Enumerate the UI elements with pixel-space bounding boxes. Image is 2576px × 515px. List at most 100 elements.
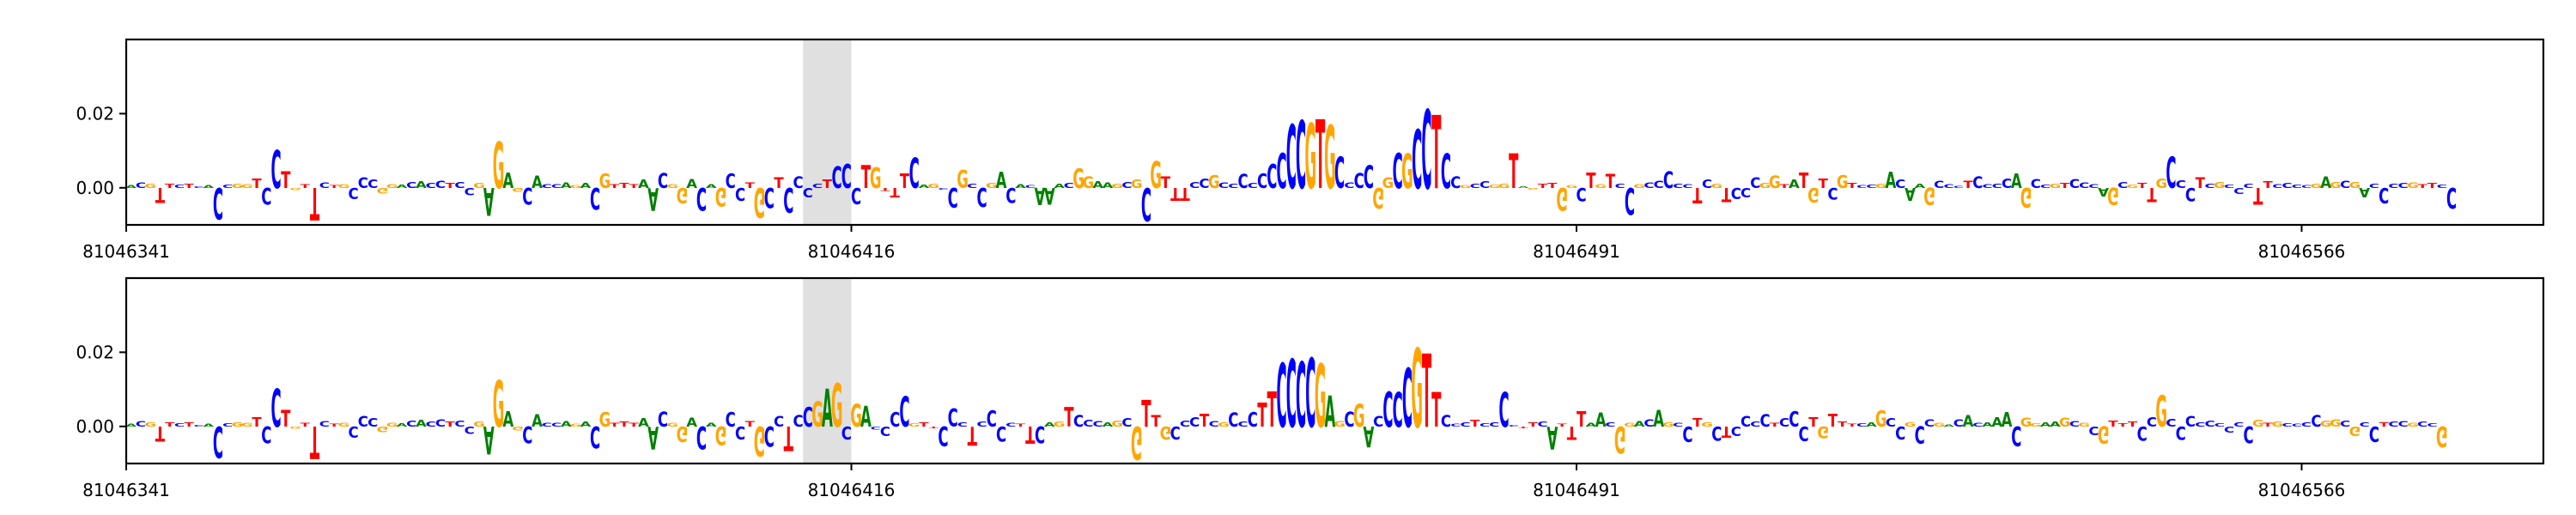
logo-letter: A [203, 423, 215, 427]
logo-letter: G [1054, 421, 1066, 428]
logo-letter: C [2069, 177, 2080, 191]
logo-letter: T [2418, 183, 2428, 190]
logo-letter: G [1334, 420, 1346, 428]
logo-letter: C [938, 420, 948, 451]
logo-letter: G [754, 416, 766, 464]
logo-letter: C [726, 408, 736, 432]
logo-letter: C [435, 418, 446, 429]
logo-letter: C [2215, 422, 2225, 427]
logo-letter: A [1789, 178, 1800, 191]
logo-letter: A [1546, 419, 1558, 456]
logo-letter: C [1286, 107, 1297, 209]
logo-letter: C [1779, 416, 1789, 430]
logo-letter: C [812, 183, 823, 190]
logo-letter: C [1702, 178, 1712, 191]
logo-letter: A [2011, 169, 2022, 193]
logo-letter: T [329, 423, 339, 427]
logo-letter: C [957, 421, 968, 428]
logo-letter: C [522, 182, 532, 209]
logo-letter: G [666, 421, 678, 427]
logo-letter: C [1577, 183, 1587, 204]
logo-letter: T [2118, 422, 2129, 427]
logo-letter: G [599, 169, 611, 193]
logo-letter: A [1518, 185, 1530, 188]
logo-letter: T [2379, 421, 2390, 428]
logo-letter: C [1237, 170, 1248, 192]
logo-letter: C [2166, 148, 2176, 198]
logo-letter: A [1905, 183, 1916, 203]
logo-letter: C [193, 424, 204, 427]
logo-letter: C [1750, 175, 1760, 191]
logo-letter: C [1953, 418, 1964, 429]
logo-letter: T [1577, 406, 1587, 431]
logo-letter: T [610, 421, 620, 427]
logo-letter: G [927, 183, 939, 190]
logo-letter: A [822, 379, 833, 439]
logo-letter: A [996, 168, 1007, 194]
logo-letter: C [1643, 418, 1654, 429]
logo-letter: C [2398, 420, 2409, 428]
logo-letter: G [570, 423, 582, 427]
logo-letter: C [1972, 421, 1983, 428]
logo-letter: T [1170, 183, 1180, 203]
logo-letter: C [1605, 421, 1615, 428]
logo-letter: C [222, 184, 233, 189]
logo-letter: C [1625, 179, 1635, 221]
logo-letter: T [1431, 94, 1441, 212]
logo-letter: T [165, 421, 175, 428]
logo-letter: C [2340, 419, 2350, 428]
logo-letter: G [1150, 154, 1162, 197]
logo-letter: G [599, 408, 611, 432]
logo-letter: G [473, 421, 485, 428]
logo-letter: A [860, 402, 872, 434]
logo-letter: G [2407, 181, 2419, 190]
logo-letter: C [2379, 183, 2389, 208]
logo-letter: C [2176, 421, 2186, 443]
logo-letter: C [590, 180, 600, 214]
logo-letter: C [1789, 406, 1799, 431]
logo-letter: A [1585, 421, 1596, 428]
logo-letter: C [1643, 181, 1654, 190]
logo-letter: C [174, 184, 185, 189]
logo-letter: G [1401, 143, 1413, 199]
logo-letter: T [185, 421, 195, 428]
logo-letter: A [1963, 413, 1974, 431]
logo-letter: A [416, 419, 427, 429]
logo-letter: C [948, 404, 958, 433]
logo-letter: T [2253, 182, 2263, 209]
logo-letter: C [1354, 169, 1364, 193]
logo-letter: C [1257, 169, 1267, 193]
logo-letter: G [1875, 183, 1887, 190]
logo-letter: C [358, 175, 368, 191]
logo-letter: T [1025, 421, 1036, 448]
logo-letter: G [908, 422, 920, 427]
logo-letter: T [1606, 170, 1616, 192]
logo-letter: T [2137, 182, 2147, 190]
logo-letter: G [1701, 421, 1713, 428]
logo-letter: T [823, 178, 833, 191]
logo-letter: C [1276, 346, 1286, 448]
logo-letter: C [222, 422, 233, 427]
logo-letter: A [1866, 421, 1877, 428]
logo-letter: C [2427, 422, 2437, 427]
logo-letter: C [1005, 183, 1016, 207]
logo-letter: T [301, 421, 311, 427]
logo-letter: C [1827, 184, 1838, 202]
logo-letter: C [590, 419, 600, 452]
logo-letter: C [2185, 183, 2196, 204]
logo-letter: T [252, 415, 262, 430]
logo-letter: C [1180, 419, 1190, 428]
logo-letter: C [1915, 421, 1925, 447]
logo-letter: T [1161, 173, 1171, 192]
logo-letter: C [2069, 420, 2080, 428]
logo-letter: T [1431, 382, 1441, 438]
logo-letter: C [2079, 181, 2089, 190]
logo-letter: C [1248, 182, 1258, 190]
logo-letter: C [1711, 421, 1722, 444]
logo-letter: G [2078, 421, 2090, 428]
logo-letter: C [1296, 345, 1306, 448]
logo-letter: C [1943, 183, 1953, 190]
logo-letter: C [1654, 179, 1664, 191]
logo-letter: G [1315, 348, 1327, 448]
logo-letter: C [261, 421, 271, 447]
